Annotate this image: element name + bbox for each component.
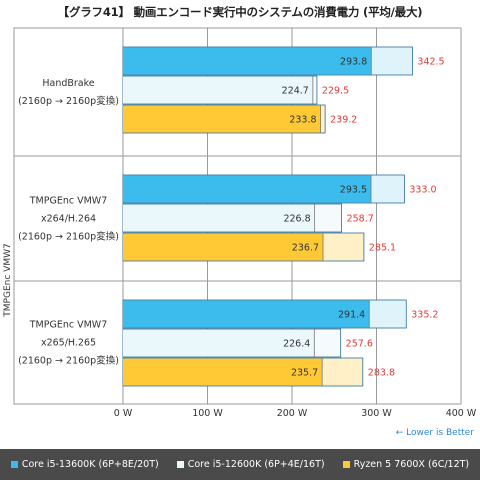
- max-value-label: 229.5: [322, 86, 349, 97]
- chart-legend: Core i5-13600K (6P+8E/20T) Core i5-12600K…: [0, 449, 480, 480]
- group-label: TMPGEnc VMW7: [29, 320, 108, 331]
- max-value-label: 239.2: [330, 115, 357, 126]
- legend-swatch: [10, 461, 18, 468]
- group-label: x265/H.265: [41, 338, 96, 349]
- x-tick-label: 0 W: [114, 408, 133, 419]
- max-value-label: 258.7: [347, 214, 374, 225]
- max-value-label: 285.1: [369, 243, 396, 254]
- group-label: HandBrake: [42, 78, 94, 89]
- average-bar: [123, 47, 372, 75]
- group-label: (2160p → 2160p変換): [18, 355, 119, 367]
- group-label: (2160p → 2160p変換): [18, 95, 119, 107]
- x-tick-label: 300 W: [361, 408, 392, 419]
- average-bar: [123, 76, 313, 104]
- legend-swatch: [342, 461, 350, 468]
- average-bar: [123, 233, 324, 261]
- legend-label: Core i5-13600K (6P+8E/20T): [21, 459, 159, 470]
- group-label: (2160p → 2160p変換): [18, 231, 119, 243]
- average-bar: [123, 329, 315, 357]
- max-value-label: 333.0: [409, 185, 436, 196]
- legend-swatch: [176, 461, 184, 468]
- average-bar: [123, 358, 323, 386]
- max-value-label: 283.8: [368, 368, 395, 379]
- legend-label: Core i5-12600K (6P+4E/16T): [187, 459, 325, 470]
- group-label: x264/H.264: [41, 214, 96, 225]
- average-value-label: 236.7: [292, 243, 319, 254]
- average-value-label: 224.7: [282, 86, 309, 97]
- max-value-label: 257.6: [346, 339, 373, 350]
- average-value-label: 291.4: [338, 310, 365, 321]
- x-tick-label: 200 W: [277, 408, 308, 419]
- average-value-label: 293.8: [340, 57, 367, 68]
- average-bar: [123, 105, 321, 133]
- average-value-label: 235.7: [291, 368, 318, 379]
- average-bar: [123, 300, 370, 328]
- legend-item: Ryzen 5 7600X (6C/12T): [342, 459, 470, 470]
- x-tick-label: 100 W: [192, 408, 223, 419]
- x-tick-label: 400 W: [446, 408, 477, 419]
- average-bar: [123, 175, 372, 203]
- average-value-label: 233.8: [289, 115, 316, 126]
- average-value-label: 293.5: [340, 185, 367, 196]
- average-value-label: 226.8: [283, 214, 310, 225]
- chart-title: 【グラフ41】 動画エンコード実行中のシステムの消費電力 (平均/最大): [57, 5, 423, 19]
- lower-is-better-note: ← Lower is Better: [395, 428, 474, 438]
- legend-item: Core i5-12600K (6P+4E/16T): [176, 459, 325, 470]
- power-consumption-chart: 0 W 100 W 200 W 300 W 400 W TMPGEnc VMW7 HandB…: [3, 27, 477, 419]
- max-value-label: 335.2: [411, 310, 438, 321]
- y-axis-title: TMPGEnc VMW7: [3, 243, 13, 317]
- group-label: TMPGEnc VMW7: [29, 196, 108, 207]
- max-value-label: 342.5: [417, 57, 444, 68]
- legend-label: Ryzen 5 7600X (6C/12T): [353, 459, 470, 470]
- average-value-label: 226.4: [283, 339, 310, 350]
- average-bar: [123, 204, 315, 232]
- legend-item: Core i5-13600K (6P+8E/20T): [10, 459, 159, 470]
